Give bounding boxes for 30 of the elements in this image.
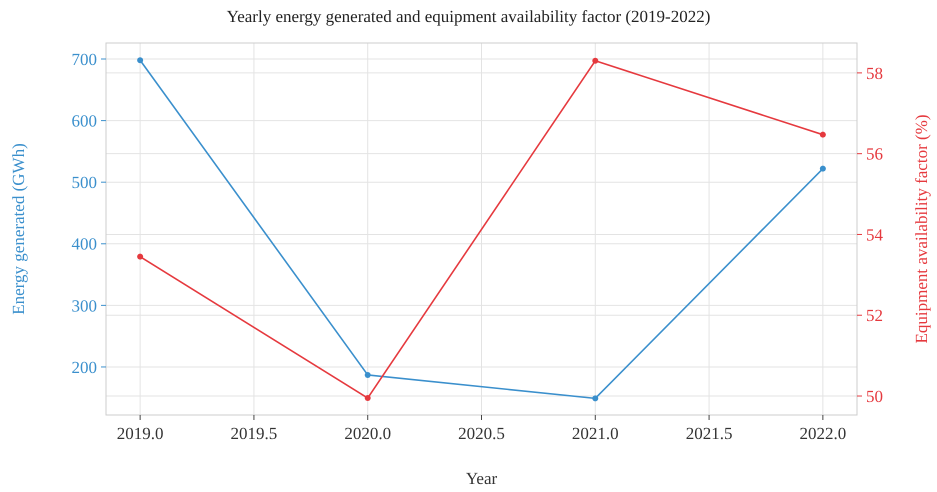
point [137, 57, 144, 64]
x-tick-label: 2022.0 [799, 424, 846, 443]
point [364, 395, 371, 402]
point [137, 254, 144, 260]
point [364, 372, 371, 378]
y2-tick-label: 50 [866, 386, 883, 406]
y-axis-title: Energy generated (GWh) [9, 143, 28, 315]
y-tick-label: 500 [72, 173, 97, 192]
y2-axis-title: Equipment availability factor (%) [912, 114, 931, 344]
point [592, 58, 598, 64]
y-tick-label: 200 [72, 358, 97, 377]
x-tick-label: 2019.5 [230, 424, 278, 443]
point [592, 395, 598, 402]
y2-tick-label: 58 [866, 64, 883, 83]
y2-tick-label: 54 [866, 225, 884, 244]
y-tick-label: 400 [72, 234, 97, 254]
x-axis-title: Year [466, 469, 498, 488]
y-tick-label: 700 [72, 50, 97, 69]
x-tick-label: 2019.0 [116, 424, 164, 443]
x-tick-label: 2021.5 [686, 424, 732, 443]
y-tick-label: 600 [72, 112, 97, 131]
point [820, 132, 826, 138]
x-tick-label: 2021.0 [572, 424, 619, 443]
x-tick-label: 2020.0 [344, 424, 392, 443]
y-tick-label: 300 [72, 296, 97, 316]
x-tick-label: 2020.5 [458, 424, 505, 443]
y2-tick-label: 52 [866, 306, 883, 326]
point [820, 166, 826, 172]
y2-tick-label: 56 [866, 144, 883, 164]
chart-title: Yearly energy generated and equipment availability factor (2019-2022) [226, 7, 710, 26]
